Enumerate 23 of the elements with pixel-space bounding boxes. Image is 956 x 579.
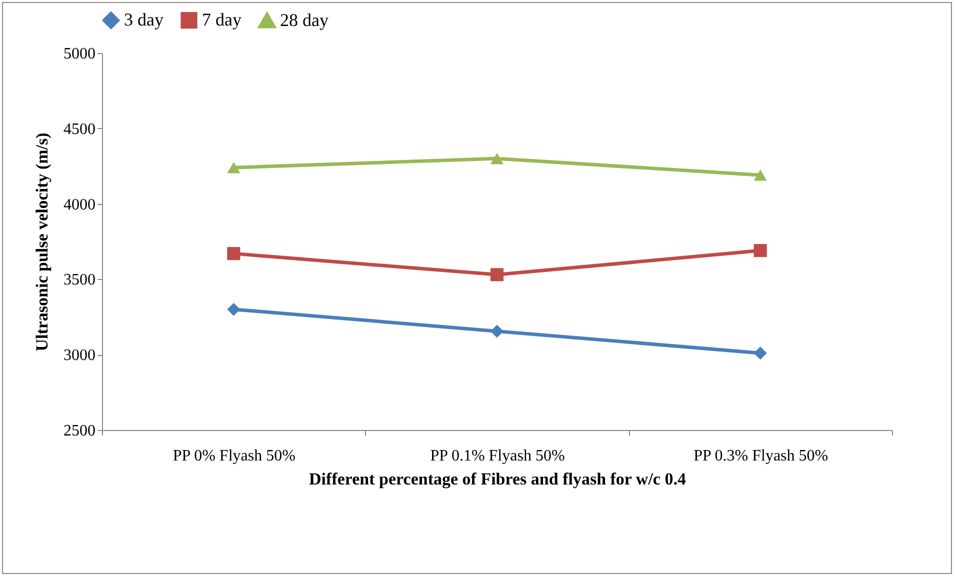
y-tick-label: 3500 — [64, 272, 96, 289]
legend-label: 28 day — [280, 10, 328, 30]
y-tick-label: 4000 — [64, 196, 96, 214]
point — [754, 170, 767, 181]
legend-label: 7 day — [202, 9, 242, 30]
point — [490, 152, 504, 164]
point — [754, 346, 767, 360]
y-tick-label: 5000 — [64, 46, 96, 62]
point — [227, 162, 240, 174]
legend-label: 3 day — [124, 9, 164, 30]
point — [754, 244, 767, 258]
y-tick-label: 3000 — [64, 347, 96, 364]
point — [227, 247, 240, 260]
y-axis-title: Ultrasonic pulse velocity (m/s) — [32, 132, 52, 352]
x-tick-label: PP 0.3% Flyash 50% — [694, 448, 828, 464]
y-tick-label: 2500 — [64, 422, 96, 440]
y-tick-label: 4500 — [64, 120, 96, 138]
point — [490, 324, 504, 338]
x-tick-label: PP 0% Flyash 50% — [172, 448, 296, 464]
x-axis-title: Different percentage of Fibres and flyash for w/c 0.4 — [309, 470, 686, 488]
point — [490, 268, 504, 282]
point — [227, 302, 240, 316]
x-tick-label: PP 0.1% Flyash 50% — [430, 448, 565, 464]
